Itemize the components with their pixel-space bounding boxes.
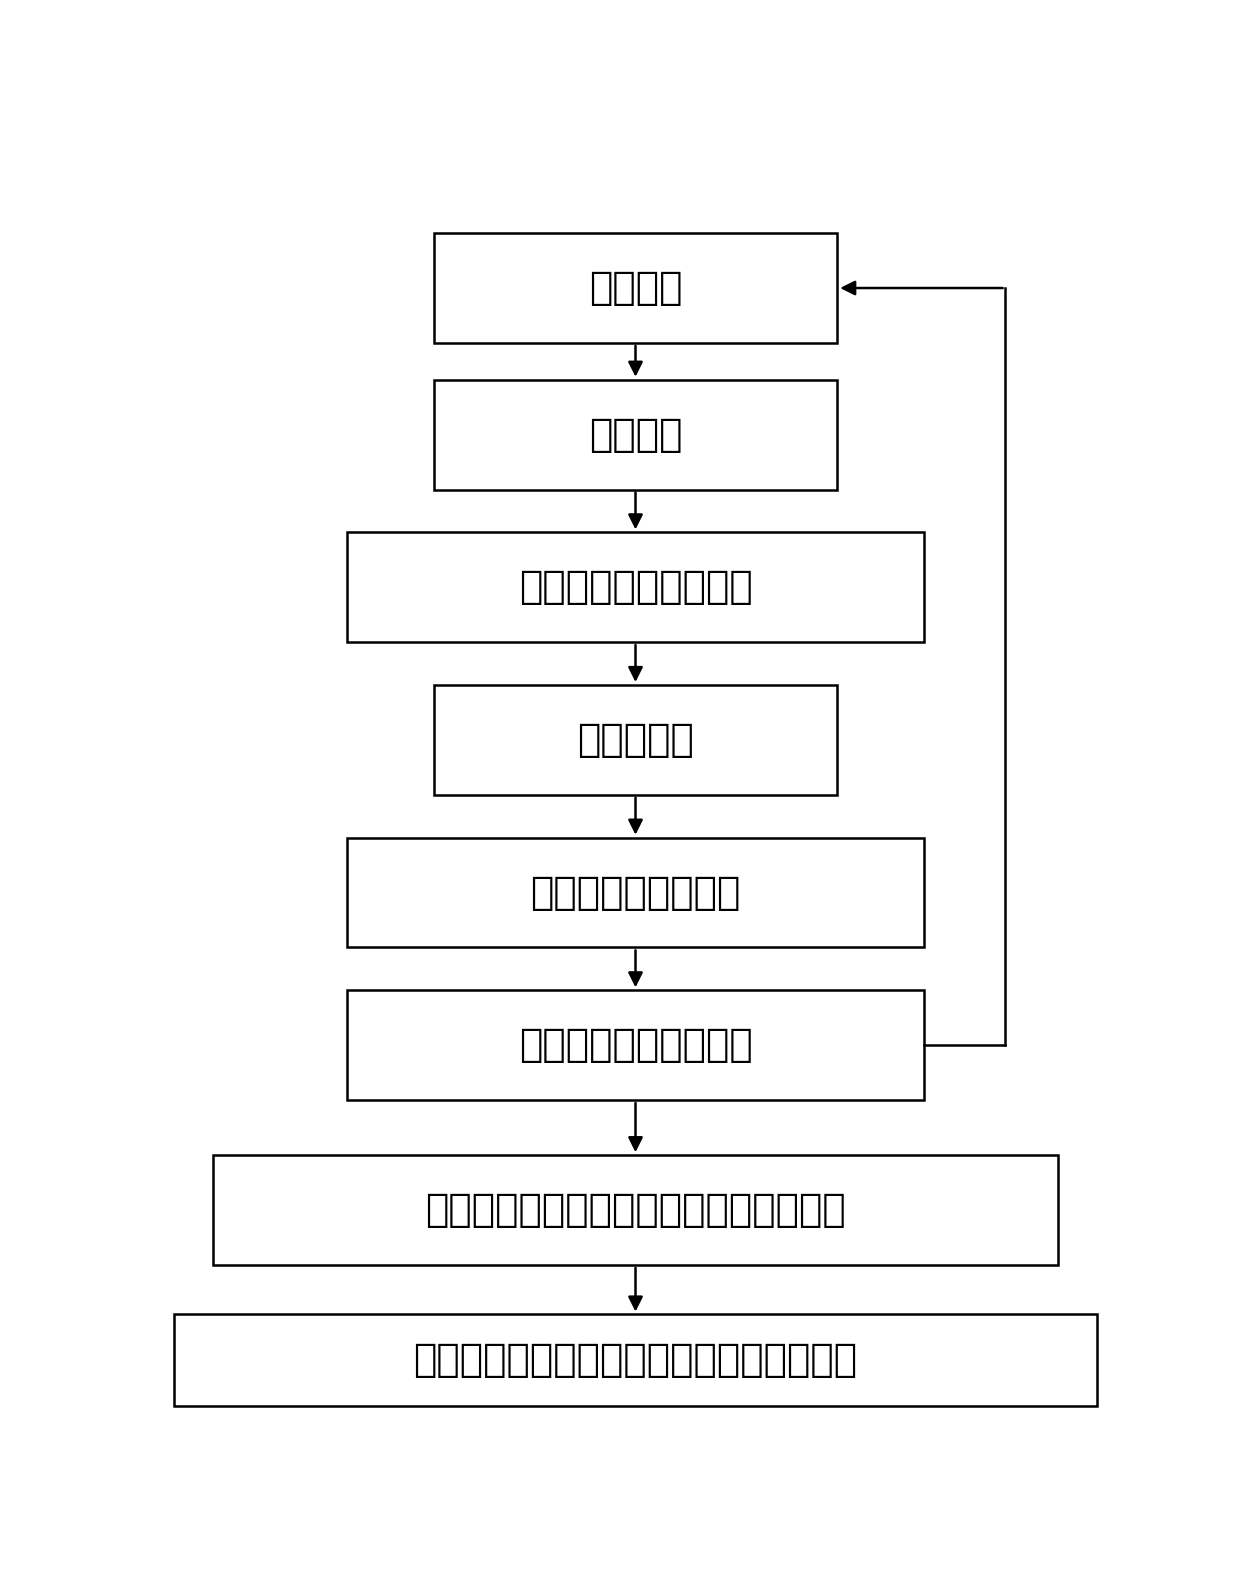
Text: 填充煤样: 填充煤样 (589, 270, 682, 308)
Bar (434, 685, 837, 795)
Text: 配置煤氧复合反应气体: 配置煤氧复合反应气体 (518, 568, 753, 606)
Bar (213, 1155, 1058, 1266)
Text: 构建质量变化值和电流变化值的拟合函数: 构建质量变化值和电流变化值的拟合函数 (425, 1191, 846, 1229)
Text: 气体的加热: 气体的加热 (577, 722, 694, 758)
Bar (434, 379, 837, 490)
Bar (347, 837, 924, 947)
Text: 煤氧复合反应的进行: 煤氧复合反应的进行 (531, 874, 740, 912)
Bar (347, 533, 924, 642)
Bar (174, 1315, 1096, 1407)
Text: 获取煤氧复合反应数据: 获取煤氧复合反应数据 (518, 1026, 753, 1064)
Bar (434, 233, 837, 343)
Text: 动态测定煤氧复合反应气态产物组分及煤重: 动态测定煤氧复合反应气态产物组分及煤重 (413, 1342, 858, 1380)
Text: 煤样加热: 煤样加热 (589, 416, 682, 454)
Bar (347, 990, 924, 1101)
